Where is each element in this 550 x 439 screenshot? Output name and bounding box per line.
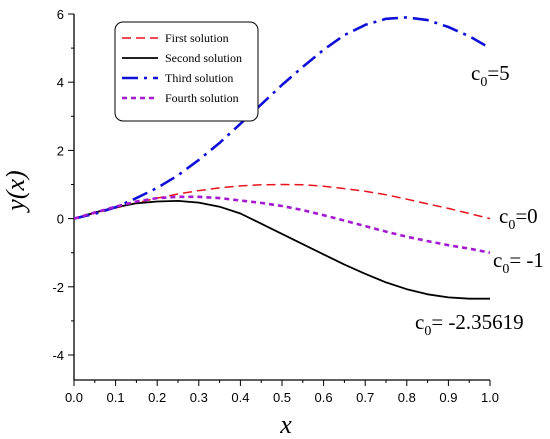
curve-annotation: c0= -1	[493, 248, 544, 277]
x-tick-label: 0.9	[439, 390, 457, 405]
x-tick-label: 0.8	[398, 390, 416, 405]
y-tick-label: -4	[52, 348, 64, 363]
legend-box	[114, 21, 259, 122]
legend-label: Second solution	[165, 51, 242, 65]
x-axis-title: x	[279, 410, 292, 439]
x-tick-label: 0.3	[190, 390, 208, 405]
legend-label: First solution	[165, 31, 229, 45]
y-tick-label: 2	[57, 143, 64, 158]
series-line-1	[73, 183, 491, 220]
y-tick-label: 6	[57, 7, 64, 22]
legend-label: Third solution	[165, 71, 233, 85]
curve-annotation: c0= -2.35619	[415, 310, 524, 339]
x-tick-label: 0.2	[148, 390, 166, 405]
x-tick-label: 0.7	[356, 390, 374, 405]
legend-label: Fourth solution	[165, 91, 239, 105]
y-tick-label: 0	[57, 212, 64, 227]
y-tick-label: 4	[57, 75, 64, 90]
series-line-2	[73, 199, 490, 300]
y-tick-label: -2	[52, 280, 64, 295]
series-line-4	[73, 195, 491, 254]
x-tick-label: 1.0	[481, 390, 499, 405]
series-line-3	[73, 16, 491, 220]
x-tick-label: 0.1	[107, 390, 125, 405]
curve-annotation: c0=5	[471, 61, 510, 90]
curve-annotation: c0=0	[499, 204, 538, 233]
x-tick-label: 0.5	[273, 390, 291, 405]
x-tick-label: 0.4	[231, 390, 249, 405]
x-tick-label: 0.0	[65, 390, 83, 405]
x-tick-label: 0.6	[315, 390, 333, 405]
y-axis-title: y(x)	[1, 170, 30, 213]
